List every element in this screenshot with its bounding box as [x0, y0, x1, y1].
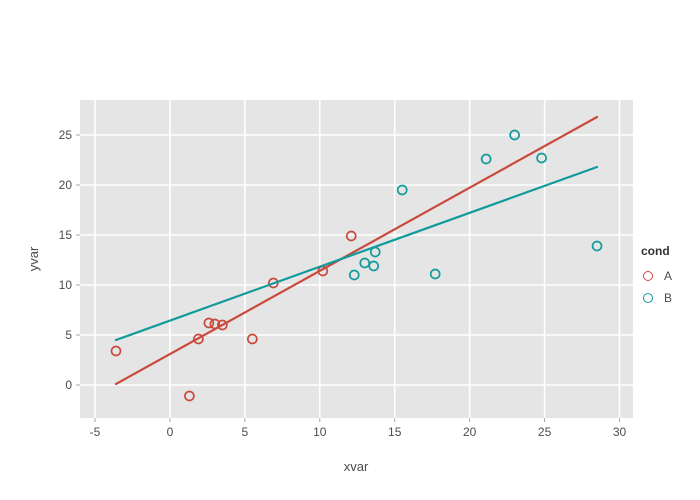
y-axis-tick-labels: 0 5 10 15 20 25: [59, 128, 73, 392]
data-point-a[interactable]: [267, 277, 279, 289]
data-point-a[interactable]: [203, 317, 215, 329]
trendline-a: [114, 115, 599, 386]
gridlines: [80, 100, 633, 418]
data-point-b[interactable]: [359, 257, 371, 269]
y-tick-label: 25: [59, 128, 73, 142]
trendline-b: [114, 165, 599, 342]
x-axis-tick-labels: -5 0 5 10 15 20 25 30: [90, 425, 627, 439]
data-point-b[interactable]: [591, 240, 603, 252]
data-point-b[interactable]: [368, 260, 380, 272]
data-point-a[interactable]: [345, 230, 357, 242]
tick-marks: [76, 134, 621, 422]
data-point-a[interactable]: [246, 333, 258, 345]
legend-marker-b-icon: [643, 293, 653, 303]
legend-item-b[interactable]: B: [640, 287, 672, 309]
x-tick-label: 20: [463, 425, 477, 439]
legend-title: cond: [641, 244, 670, 258]
legend-item-a[interactable]: A: [640, 265, 672, 287]
x-tick-label: 15: [388, 425, 402, 439]
data-point-b[interactable]: [480, 153, 492, 165]
y-tick-label: 20: [59, 178, 73, 192]
data-point-a[interactable]: [184, 390, 195, 402]
legend-label-b: B: [664, 291, 673, 305]
x-tick-label: -5: [90, 425, 101, 439]
legend-marker-a-icon: [643, 271, 653, 281]
data-point-b[interactable]: [536, 152, 547, 164]
plot-background: [80, 100, 633, 418]
x-tick-label: 25: [538, 425, 552, 439]
legend: cond A B: [640, 244, 672, 309]
data-point-a[interactable]: [217, 319, 228, 331]
data-point-b[interactable]: [348, 269, 360, 281]
y-axis-title: yvar: [26, 246, 41, 271]
data-point-b[interactable]: [509, 129, 520, 141]
y-tick-label: 15: [59, 228, 73, 242]
data-point-b[interactable]: [396, 184, 408, 196]
trendlines-layer: [114, 115, 599, 386]
data-point-b[interactable]: [429, 268, 441, 280]
x-tick-label: 5: [242, 425, 249, 439]
x-tick-label: 30: [613, 425, 627, 439]
y-tick-label: 10: [59, 278, 73, 292]
x-axis-title: xvar: [344, 459, 369, 474]
data-point-a[interactable]: [193, 333, 204, 345]
data-point-a[interactable]: [110, 345, 122, 357]
x-tick-label: 0: [167, 425, 174, 439]
y-tick-label: 5: [65, 328, 72, 342]
x-tick-label: 10: [313, 425, 327, 439]
legend-label-a: A: [664, 269, 673, 283]
y-tick-label: 0: [65, 378, 72, 392]
